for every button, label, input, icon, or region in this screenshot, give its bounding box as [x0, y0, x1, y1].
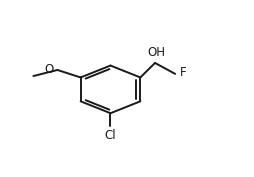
Text: OH: OH	[147, 46, 165, 59]
Text: O: O	[44, 63, 53, 76]
Text: F: F	[180, 66, 186, 79]
Text: Cl: Cl	[105, 129, 116, 142]
